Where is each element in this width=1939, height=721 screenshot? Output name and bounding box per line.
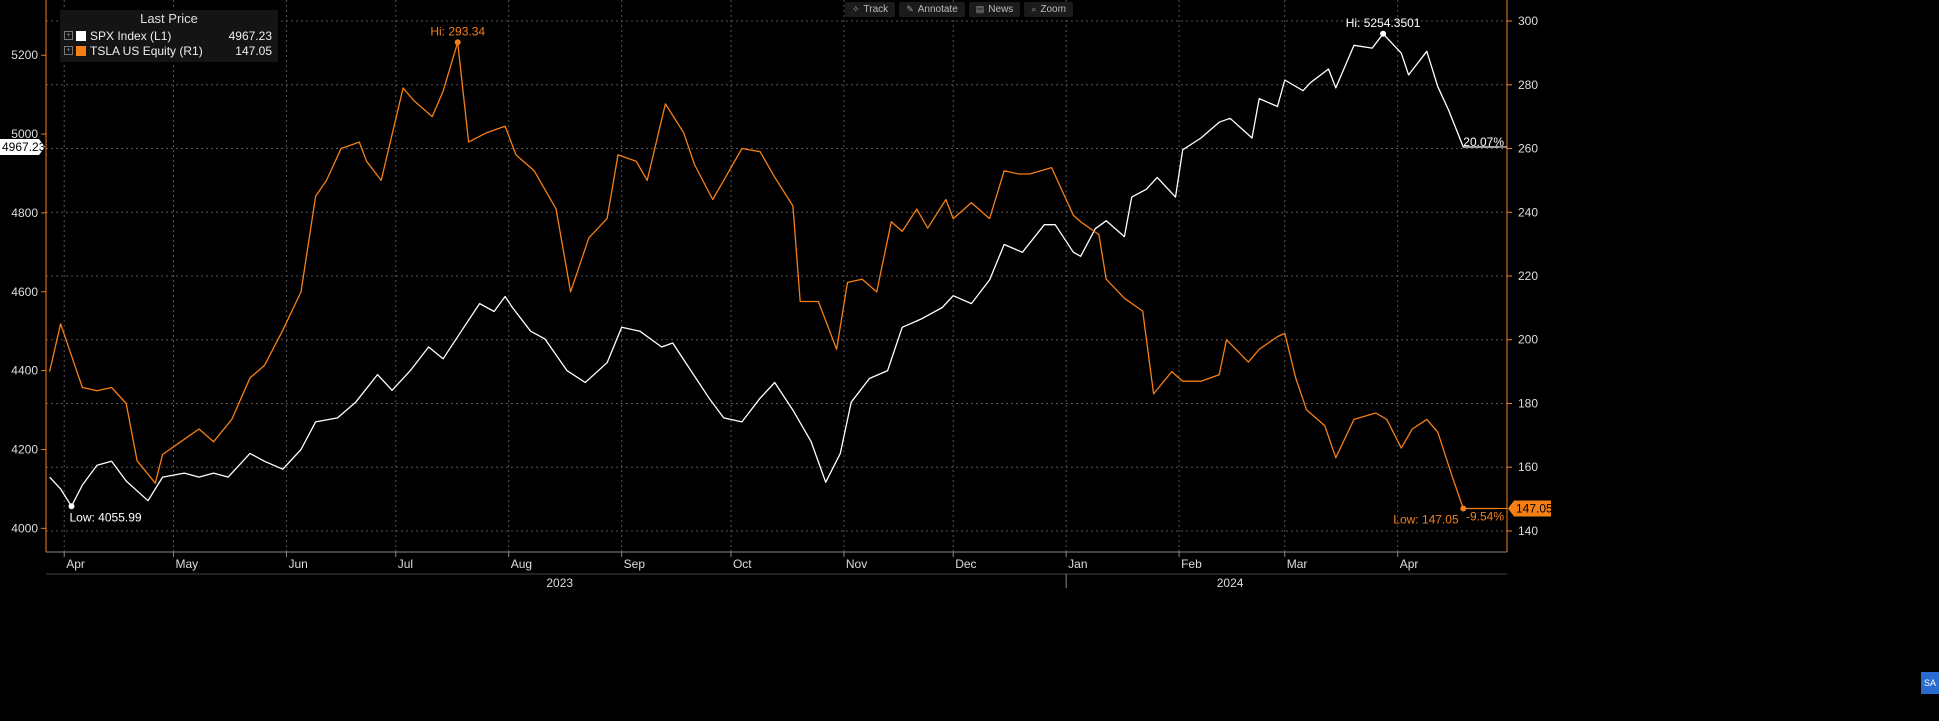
spx-series-line	[49, 33, 1500, 507]
expand-icon[interactable]: +	[64, 46, 73, 55]
year-label: 2024	[1217, 576, 1244, 590]
x-tick-label: Dec	[955, 557, 976, 571]
x-tick-label: Oct	[733, 557, 752, 571]
change-label: 20.07%	[1463, 135, 1504, 149]
annotation-label: Low: 4055.99	[70, 510, 142, 524]
annotate-button[interactable]: ✎ Annotate	[899, 2, 965, 17]
crosshair-icon: ✧	[852, 4, 860, 14]
side-panel-tab[interactable]: SA	[1921, 672, 1939, 694]
right-tick-label: 200	[1518, 333, 1538, 347]
right-tick-label: 180	[1518, 396, 1538, 410]
annotation-label: Hi: 5254.3501	[1346, 16, 1421, 30]
annotation-marker	[454, 39, 461, 46]
chart-toolbar: ✧ Track ✎ Annotate ▤ News ⌕ Zoom	[845, 2, 1073, 17]
legend-name-spx: SPX Index (L1)	[90, 28, 172, 43]
annotation-label: Hi: 293.34	[430, 24, 485, 38]
left-last-value-text: 4967.23	[2, 140, 46, 154]
annotation-marker	[1380, 30, 1387, 37]
right-last-value-text: 147.05	[1516, 501, 1553, 515]
left-tick-label: 4000	[11, 521, 38, 535]
left-tick-label: 4400	[11, 364, 38, 378]
legend-header: Last Price	[140, 11, 198, 26]
legend-swatch-spx	[76, 30, 86, 41]
legend-item-spx[interactable]: + SPX Index (L1) 4967.23	[60, 28, 278, 43]
x-tick-label: Jul	[398, 557, 413, 571]
x-tick-label: Apr	[1400, 557, 1419, 571]
annotation-marker	[68, 503, 75, 510]
x-tick-label: Feb	[1181, 557, 1202, 571]
news-button[interactable]: ▤ News	[968, 2, 1021, 17]
legend-value-tsla: 147.05	[235, 43, 272, 58]
expand-icon[interactable]: +	[64, 31, 73, 40]
year-label: 2023	[546, 576, 573, 590]
left-tick-label: 5000	[11, 127, 38, 141]
track-button[interactable]: ✧ Track	[845, 2, 896, 17]
tsla-series-line	[48, 41, 1500, 510]
annotation-marker	[1460, 505, 1467, 512]
right-tick-label: 240	[1518, 205, 1538, 219]
annotation-label: Low: 147.05	[1393, 512, 1459, 526]
right-tick-label: 300	[1518, 14, 1538, 28]
right-tick-label: 160	[1518, 460, 1538, 474]
magnifier-icon: ⌕	[1031, 4, 1037, 14]
x-tick-label: Nov	[846, 557, 867, 571]
x-tick-label: Jun	[288, 557, 307, 571]
right-last-value-tag	[1508, 500, 1551, 517]
change-label: -9.54%	[1466, 509, 1504, 523]
left-tick-label: 5200	[11, 48, 38, 62]
right-tick-label: 280	[1518, 78, 1538, 92]
legend-value-spx: 4967.23	[228, 28, 272, 43]
legend-name-tsla: TSLA US Equity (R1)	[90, 43, 203, 58]
right-tick-label: 220	[1518, 269, 1538, 283]
left-tick-label: 4200	[11, 442, 38, 456]
x-tick-label: Apr	[66, 557, 85, 571]
right-tick-label: 140	[1518, 524, 1538, 538]
legend-swatch-tsla	[76, 45, 86, 56]
x-tick-label: Jan	[1068, 557, 1087, 571]
x-tick-label: Sep	[624, 557, 646, 571]
left-tick-label: 4800	[11, 206, 38, 220]
left-tick-label: 4600	[11, 285, 38, 299]
pencil-icon: ✎	[906, 4, 914, 14]
right-tick-label: 260	[1518, 142, 1538, 156]
left-last-value-tag	[0, 138, 45, 155]
x-tick-label: May	[176, 557, 199, 571]
news-icon: ▤	[975, 4, 985, 14]
legend-item-tsla[interactable]: + TSLA US Equity (R1) 147.05	[60, 43, 278, 58]
x-tick-label: Aug	[511, 557, 532, 571]
zoom-button[interactable]: ⌕ Zoom	[1024, 2, 1073, 17]
x-tick-label: Mar	[1287, 557, 1308, 571]
legend: Last Price + SPX Index (L1) 4967.23 + TS…	[60, 10, 278, 62]
